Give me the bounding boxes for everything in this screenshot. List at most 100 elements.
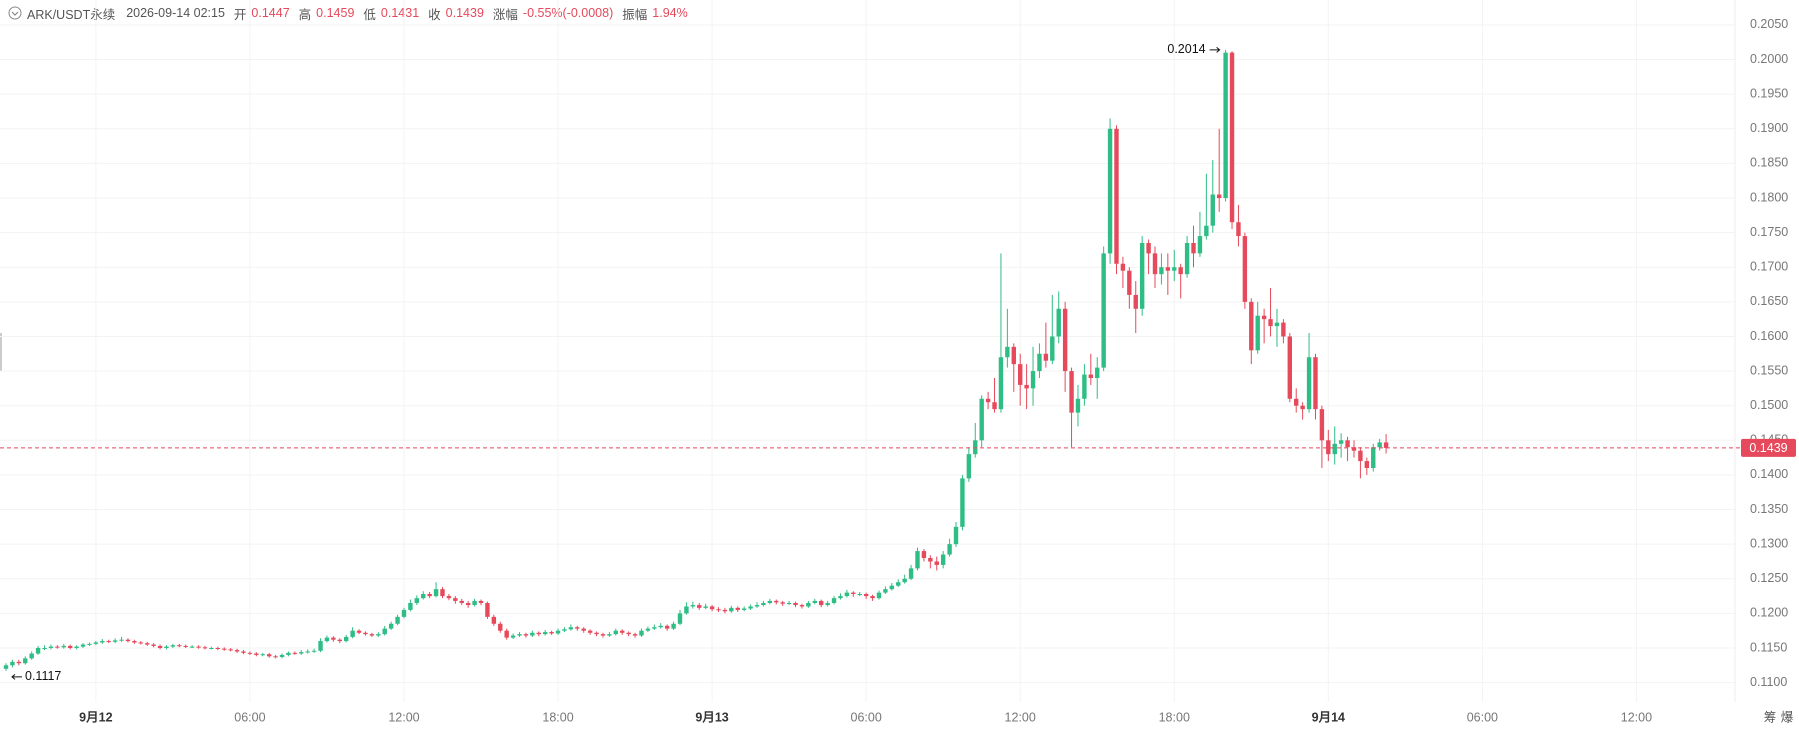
y-tick-label: 0.2000 — [1750, 52, 1788, 66]
candle-body — [530, 632, 535, 636]
field-value: 0.1431 — [380, 6, 420, 20]
candle-body — [344, 636, 349, 642]
candle-body — [485, 603, 490, 617]
candle-body — [870, 596, 875, 599]
x-tick-label: 9月13 — [695, 710, 728, 724]
candle-body — [709, 606, 715, 610]
x-tick-label: 06:00 — [851, 710, 882, 724]
candle-body — [568, 627, 574, 630]
candle-body — [1018, 364, 1023, 385]
candle-body — [247, 652, 253, 654]
candle-body — [196, 646, 201, 648]
toolbar-button[interactable]: 筹 — [1764, 709, 1777, 724]
candle-body — [1037, 353, 1042, 372]
last-price-box — [1741, 438, 1796, 457]
x-tick-label: 12:00 — [388, 710, 419, 724]
candle-body — [1056, 308, 1061, 337]
candle-body — [408, 603, 413, 610]
candle-body — [851, 592, 856, 594]
candle-body — [947, 544, 952, 555]
candle-body — [562, 629, 567, 631]
candle-body — [421, 594, 426, 599]
candle-body — [1088, 374, 1094, 378]
candle-body — [1261, 315, 1267, 320]
candle-body — [1172, 267, 1177, 271]
candle-body — [1107, 128, 1113, 254]
y-tick-label: 0.1500 — [1750, 398, 1788, 412]
candle-body — [1345, 440, 1350, 448]
x-tick-label: 06:00 — [1467, 710, 1498, 724]
candle-body — [35, 648, 41, 654]
candle-body — [1030, 371, 1036, 389]
candle-body — [761, 603, 766, 606]
candle-body — [427, 594, 432, 597]
candle-body — [793, 603, 798, 606]
candle-body — [998, 357, 1004, 410]
candle-body — [1351, 447, 1357, 451]
toolbar-button[interactable]: 爆 — [1781, 710, 1794, 724]
field-value: 1.94% — [652, 6, 688, 20]
candle-body — [716, 609, 721, 611]
y-tick-label: 0.1950 — [1750, 86, 1788, 100]
icon-chevron — [11, 11, 19, 16]
candle-body — [132, 641, 137, 643]
y-tick-label: 0.1150 — [1750, 640, 1787, 654]
candle-body — [1371, 447, 1376, 468]
candle-body — [119, 639, 124, 641]
candle-body — [600, 634, 606, 636]
candle-body — [632, 634, 638, 636]
candle-body — [517, 634, 522, 636]
candle-body — [1139, 243, 1145, 309]
candle-body — [1332, 443, 1337, 455]
collapse-icon[interactable] — [8, 6, 22, 20]
candle-body — [1197, 236, 1203, 254]
candle-body — [80, 644, 86, 647]
x-tick-label: 18:00 — [542, 710, 573, 724]
candle-body — [273, 656, 278, 658]
candle-body — [857, 594, 862, 595]
candle-body — [1268, 319, 1273, 327]
candle-body — [825, 603, 830, 606]
candle-body — [703, 606, 708, 608]
candle-body — [388, 623, 394, 629]
candle-body — [222, 648, 227, 650]
min-label: 0.1117 — [25, 669, 61, 683]
candle-body — [581, 628, 586, 631]
candle-body — [183, 645, 188, 647]
candle-body — [1287, 336, 1292, 399]
candle-body — [838, 596, 843, 599]
candle-body — [164, 646, 169, 648]
candle-body — [87, 643, 92, 645]
candle-body — [1050, 336, 1055, 361]
candle-body — [266, 654, 272, 657]
candle-body — [1216, 194, 1222, 198]
field-value: 0.1439 — [445, 6, 484, 20]
candle-body — [780, 602, 785, 604]
x-tick-label: 12:00 — [1621, 710, 1652, 724]
candle-body — [587, 630, 593, 633]
candle-body — [966, 454, 972, 479]
candle-body — [1005, 346, 1010, 358]
candle-body — [498, 623, 503, 631]
candle-body — [1024, 384, 1029, 389]
candle-body — [241, 651, 246, 653]
candle-body — [510, 635, 516, 638]
icon-circle — [8, 6, 22, 20]
candle-body — [748, 606, 753, 609]
candle-body — [690, 605, 696, 607]
candle-body — [48, 646, 54, 648]
candle-body — [620, 630, 625, 633]
candle-body — [10, 661, 15, 666]
candle-body — [363, 632, 368, 635]
candle-body — [228, 649, 233, 651]
candle-body — [812, 600, 817, 603]
candle-body — [677, 613, 683, 624]
candle-body — [1082, 374, 1087, 399]
candle-body — [67, 645, 73, 648]
candle-body — [741, 608, 747, 610]
candle-body — [299, 652, 304, 654]
candle-body — [542, 632, 548, 635]
candle-body — [1075, 398, 1081, 413]
candle-body — [292, 652, 298, 654]
candle-body — [921, 551, 927, 558]
